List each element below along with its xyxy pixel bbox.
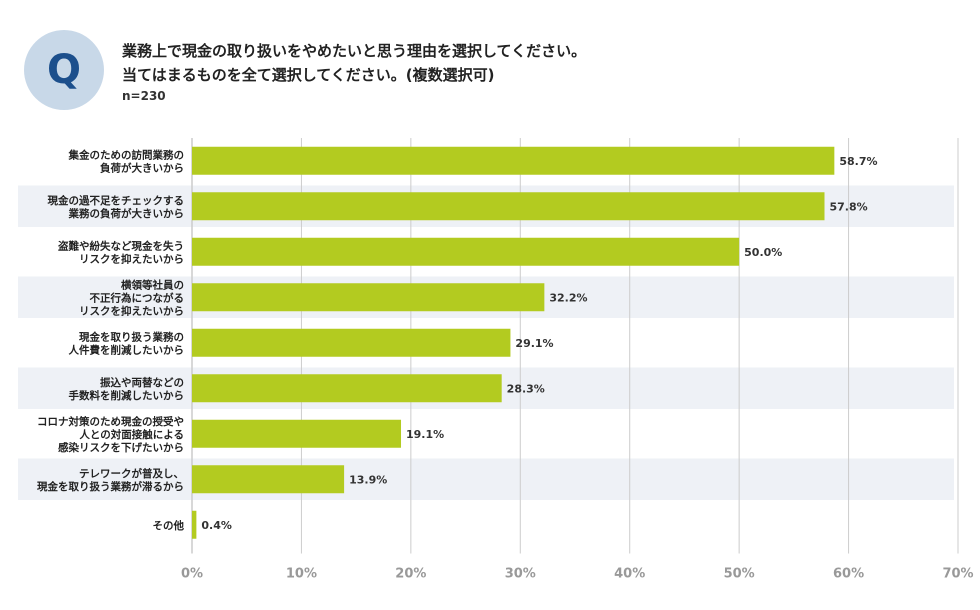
bar [192,374,502,403]
bar-value-label: 13.9% [349,473,387,486]
question-badge: Q [24,30,104,110]
category-label: 業務の負荷が大きいから [68,207,185,220]
bar [192,419,402,448]
category-label: その他 [153,519,185,532]
category-label: 盗難や紛失など現金を失う [58,239,184,252]
category-label: コロナ対策のため現金の授受や [37,415,184,428]
x-tick-label: 0% [181,567,203,582]
x-tick-label: 60% [833,567,864,582]
question-title-line-2: 当てはまるものを全て選択してください。(複数選択可) [122,66,495,84]
category-label: 不正行為につながる [90,291,185,304]
category-label: 現金を取り扱う業務の [79,330,184,343]
bar-value-label: 58.7% [839,155,877,168]
bar-value-label: 28.3% [507,382,545,395]
x-tick-label: 30% [505,567,536,582]
category-label: 手数料を削減したいから [69,389,185,402]
sample-size: n=230 [122,89,166,103]
category-label: 集金のための訪問業務の [68,148,185,161]
bar [192,328,511,357]
bar-value-label: 32.2% [549,291,587,304]
category-label: 振込や両替などの [100,376,184,389]
bar-value-label: 0.4% [201,519,232,532]
bar [192,465,345,494]
category-label: 横領等社員の [121,278,184,291]
x-tick-label: 20% [395,567,426,582]
category-label: 感染リスクを下げたいから [58,441,184,454]
category-label: 人との対面接触による [79,428,184,441]
bar-value-label: 19.1% [406,428,444,441]
category-label: 現金の過不足をチェックする [48,194,185,207]
x-tick-label: 50% [724,567,755,582]
x-tick-label: 40% [614,567,645,582]
bar-value-label: 29.1% [515,337,553,350]
bar [192,146,835,175]
category-label: 人件費を削減したいから [69,343,185,356]
question-badge-letter: Q [46,47,81,93]
category-label: リスクを抑えたいから [79,252,184,265]
category-label: テレワークが普及し、 [79,467,184,480]
bar [192,510,197,539]
category-label: リスクを抑えたいから [79,304,184,317]
x-tick-label: 70% [942,567,973,582]
bar [192,192,825,221]
bar-value-label: 50.0% [744,246,782,259]
row-band [18,458,954,500]
category-label: 負荷が大きいから [100,161,184,174]
bar [192,283,545,312]
bar-value-label: 57.8% [829,200,867,213]
question-title-line-1: 業務上で現金の取り扱いをやめたいと思う理由を選択してください。 [122,42,587,60]
bar [192,237,740,266]
category-label: 現金を取り扱う業務が滞るから [37,480,184,493]
x-tick-label: 10% [286,567,317,582]
